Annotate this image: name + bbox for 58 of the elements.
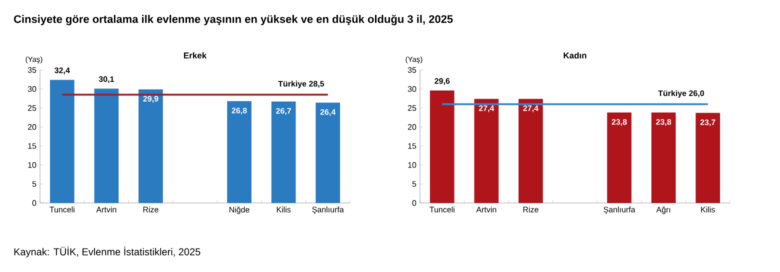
x-tick-label: Tunceli: [50, 206, 74, 212]
x-tick-label: Tunceli: [430, 206, 454, 212]
y-tick-label: 15: [408, 143, 416, 149]
text: Cinsiyete göre ortalama ilk evlenme yaşının en yüksek ve en düşük olduğu 3 il, 2025: [14, 14, 453, 26]
data-label: 26,7: [276, 108, 292, 115]
bar: [474, 98, 499, 203]
y-tick-label: 5: [412, 181, 416, 187]
x-tick-label: Artvin: [476, 206, 496, 212]
x-tick-label: Şanlıurfa: [312, 206, 344, 214]
ref-line-label: Türkiye 28,5: [278, 80, 324, 88]
bar: [50, 80, 74, 203]
y-tick-label: 30: [408, 86, 416, 92]
y-tick-label: 0: [32, 200, 36, 206]
data-label: 29,6: [434, 78, 450, 85]
data-label: 29,9: [143, 96, 158, 103]
x-tick-label: Kilis: [276, 206, 291, 212]
y-tick-label: 20: [408, 124, 416, 130]
x-tick-label: Artvin: [96, 206, 116, 212]
bar: [271, 102, 296, 203]
bar: [138, 89, 163, 203]
bar: [696, 112, 720, 203]
x-tick-label: Ağrı: [656, 206, 670, 214]
x-tick-label: Kilis: [701, 206, 715, 212]
y-tick-label: 5: [32, 181, 36, 187]
data-label: 26,4: [320, 109, 336, 116]
data-label: 32,4: [54, 68, 70, 74]
data-label: 27,4: [523, 105, 538, 112]
y-tick-label: 20: [28, 124, 36, 130]
y-tick-label: 35: [408, 67, 416, 73]
y-tick-label: 15: [28, 143, 36, 149]
x-tick-label: Şanlıurfa: [604, 206, 636, 214]
data-label: 27,4: [478, 105, 494, 112]
y-tick-label: 35: [28, 67, 36, 73]
data-label: 26,8: [232, 108, 247, 115]
bar: [607, 112, 632, 203]
y-tick-label: 25: [28, 105, 36, 111]
data-label: 23,8: [612, 119, 627, 126]
bar: [518, 98, 543, 203]
x-tick-label: Rize: [523, 206, 538, 212]
chart-title: Erkek: [184, 52, 207, 58]
chart-title: Kadın: [564, 52, 586, 58]
y-tick-label: 0: [412, 200, 416, 206]
text: Kaynak: TÜİK, Evlenme İstatistikleri, 2025: [14, 246, 200, 258]
data-label: 23,7: [700, 119, 716, 126]
x-tick-label: Niğde: [230, 206, 250, 214]
x-tick-label: Rize: [143, 206, 158, 212]
ref-line-label: Türkiye 26,0: [658, 90, 704, 98]
bar: [316, 102, 340, 203]
bar: [94, 88, 119, 203]
bar: [430, 90, 454, 203]
data-label: 30,1: [98, 76, 114, 84]
bar: [227, 101, 252, 203]
data-label: 23,8: [656, 119, 672, 126]
bar: [651, 112, 676, 203]
y-tick-label: 30: [28, 86, 36, 92]
y-tick-label: 10: [28, 162, 36, 168]
y-tick-label: 10: [408, 162, 416, 168]
y-tick-label: 25: [408, 105, 416, 111]
